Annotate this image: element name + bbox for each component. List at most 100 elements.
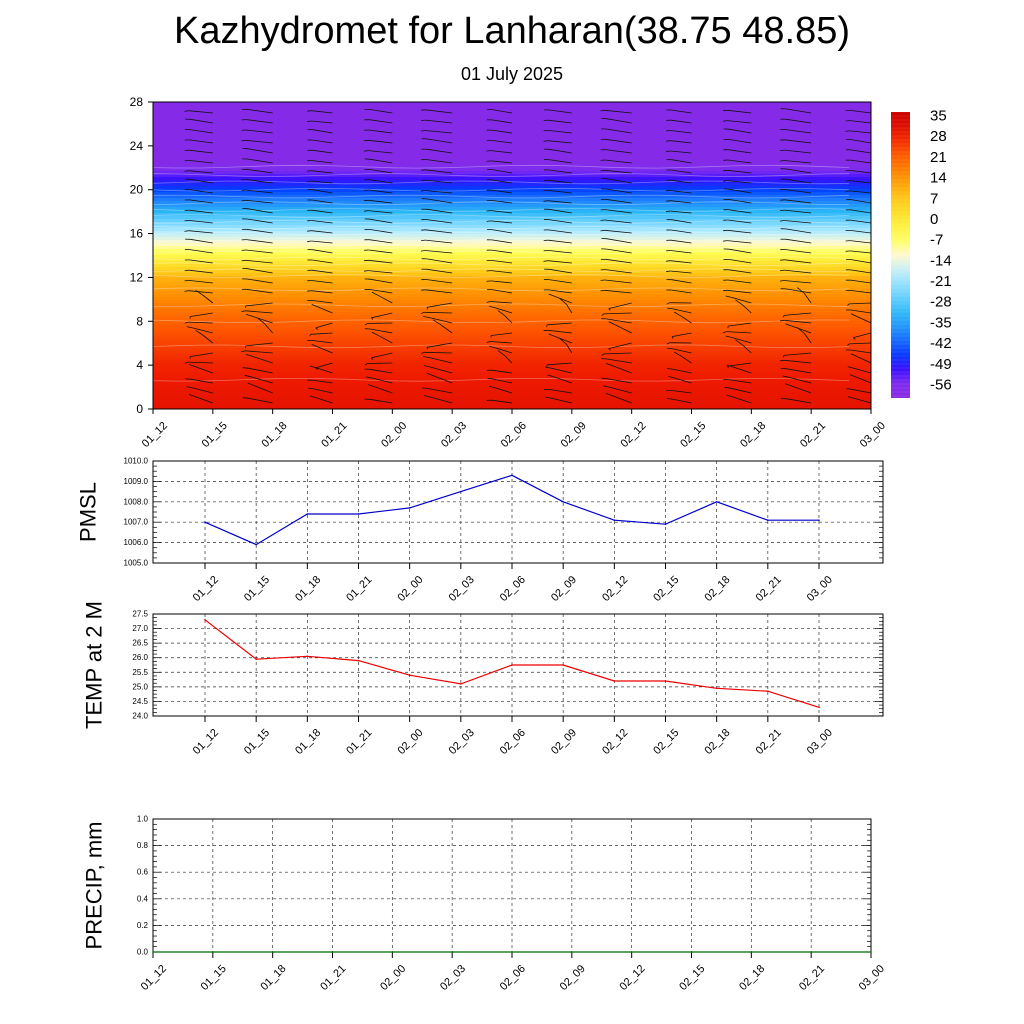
wind-barb-shaft bbox=[264, 323, 273, 334]
wind-barb-feather bbox=[307, 240, 312, 243]
wind-barb-shaft bbox=[784, 269, 812, 274]
wind-barb-feather bbox=[559, 338, 567, 345]
wind-barb-feather bbox=[188, 394, 196, 398]
wind-barb-feather bbox=[545, 366, 552, 369]
x-tick-label: 02_06 bbox=[499, 420, 529, 450]
wind-barb-feather bbox=[486, 280, 491, 282]
wind-barb-shaft bbox=[425, 119, 453, 124]
wind-barb-feather bbox=[845, 130, 850, 132]
heatmap-band bbox=[153, 138, 871, 142]
wind-barb-shaft bbox=[742, 344, 752, 354]
wind-barb-shaft bbox=[188, 110, 213, 114]
wind-barb-shaft bbox=[548, 109, 572, 114]
wind-barb-shaft bbox=[188, 230, 213, 234]
wind-barb-shaft bbox=[728, 269, 752, 274]
colorbar bbox=[891, 112, 910, 398]
wind-barb-shaft bbox=[368, 150, 393, 154]
wind-barb-shaft bbox=[195, 396, 213, 404]
wind-barb-shaft bbox=[252, 355, 273, 364]
x-tick-label: 02_09 bbox=[559, 420, 589, 450]
wind-barb-shaft bbox=[188, 160, 213, 164]
wind-barb-feather bbox=[667, 347, 673, 350]
wind-barb-shaft bbox=[670, 130, 692, 134]
wind-barb-feather bbox=[548, 293, 556, 297]
wind-barb-shaft bbox=[190, 178, 213, 184]
heatmap-band bbox=[153, 402, 871, 406]
wind-barb-shaft bbox=[680, 355, 692, 364]
wind-barb-shaft bbox=[369, 398, 393, 404]
wind-barb-shaft bbox=[245, 249, 273, 254]
y-tick-label: 27.0 bbox=[132, 624, 148, 633]
wind-barb-shaft bbox=[850, 180, 871, 184]
wind-barb-shaft bbox=[547, 322, 572, 326]
wind-barb-feather bbox=[797, 287, 805, 294]
wind-barb-shaft bbox=[425, 169, 453, 174]
wind-barb-shaft bbox=[603, 352, 632, 355]
wind-barb-shaft bbox=[311, 290, 333, 294]
wind-barb-feather bbox=[242, 367, 249, 369]
x-tick-label: 02_00 bbox=[379, 420, 409, 450]
heatmap-band bbox=[153, 246, 871, 250]
wind-barb-shaft bbox=[851, 139, 871, 144]
wind-barb-shaft bbox=[850, 349, 871, 354]
wind-barb-shaft bbox=[849, 190, 871, 194]
wind-barb-shaft bbox=[728, 128, 752, 134]
wind-barb-feather bbox=[673, 351, 682, 357]
y-tick-label: 4 bbox=[136, 358, 143, 372]
heatmap-band bbox=[153, 243, 871, 247]
wind-barb-shaft bbox=[189, 249, 213, 254]
x-tick-label: 02_09 bbox=[549, 574, 579, 604]
wind-barb-shaft bbox=[727, 180, 752, 184]
wind-barb-shaft bbox=[680, 315, 692, 324]
wind-barb-shaft bbox=[246, 108, 273, 114]
data-point bbox=[664, 680, 667, 682]
wind-barb-shaft bbox=[672, 308, 692, 314]
wind-barb-feather bbox=[311, 344, 319, 348]
contour-line bbox=[153, 201, 850, 206]
wind-barb-shaft bbox=[311, 220, 333, 224]
wind-barb-shaft bbox=[189, 149, 213, 154]
wind-barb-shaft bbox=[547, 250, 572, 254]
heatmap-band bbox=[153, 354, 871, 358]
colorbar-label: -14 bbox=[930, 252, 952, 269]
wind-barb-shaft bbox=[153, 202, 154, 203]
wind-barb-feather bbox=[241, 259, 246, 262]
wind-barb-shaft bbox=[784, 220, 812, 224]
wind-barb-shaft bbox=[245, 302, 273, 307]
x-tick-label: 01_15 bbox=[199, 963, 229, 993]
heatmap-band bbox=[153, 348, 871, 352]
wind-barb-shaft bbox=[311, 209, 333, 214]
wind-barb-shaft bbox=[318, 306, 333, 314]
heatmap-band bbox=[153, 222, 871, 226]
wind-barb-shaft bbox=[153, 122, 154, 123]
x-tick-label: 01_18 bbox=[258, 963, 288, 993]
wind-barb-feather bbox=[547, 374, 554, 378]
wind-barb-feather bbox=[424, 395, 431, 398]
y-axis-label: PMSL bbox=[76, 482, 101, 542]
wind-barb-feather bbox=[307, 120, 312, 123]
wind-barb-feather bbox=[245, 345, 247, 348]
data-point bbox=[408, 507, 411, 509]
wind-barb-shaft bbox=[491, 210, 513, 214]
heatmap-band bbox=[153, 168, 871, 172]
wind-barb-feather bbox=[184, 170, 189, 172]
wind-barb-shaft bbox=[784, 319, 812, 324]
wind-barb-feather bbox=[420, 190, 426, 192]
wind-barb-shaft bbox=[566, 344, 573, 354]
x-tick-label: 01_21 bbox=[319, 420, 349, 450]
wind-barb-shaft bbox=[245, 342, 273, 347]
heatmap-band bbox=[153, 306, 871, 310]
wind-barb-feather bbox=[421, 179, 426, 181]
data-point bbox=[408, 674, 411, 676]
wind-barb-shaft bbox=[311, 269, 333, 274]
heatmap-band bbox=[153, 375, 871, 379]
wind-barb-shaft bbox=[493, 378, 513, 384]
wind-barb-shaft bbox=[368, 259, 393, 264]
x-tick-label: 02_18 bbox=[702, 727, 732, 757]
data-point bbox=[451, 951, 454, 953]
data-point bbox=[810, 951, 812, 953]
wind-barb-shaft bbox=[311, 180, 333, 184]
wind-barb-feather bbox=[601, 353, 605, 356]
heatmap-band bbox=[153, 159, 871, 163]
wind-barb-shaft bbox=[245, 259, 273, 264]
